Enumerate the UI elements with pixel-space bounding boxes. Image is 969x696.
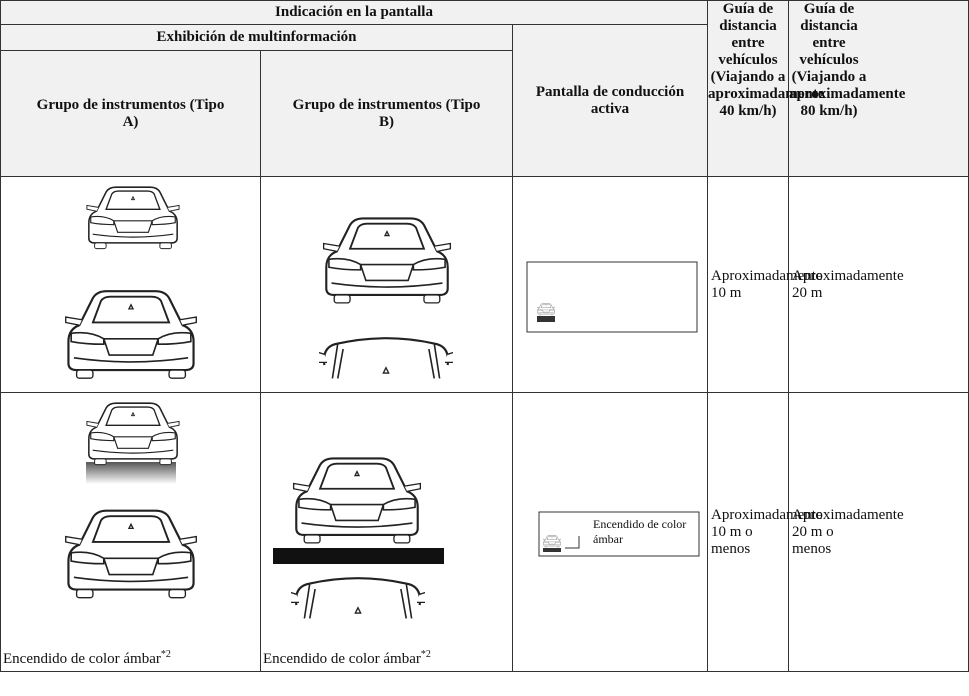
illustration bbox=[64, 185, 198, 379]
footnote-ref: *2 bbox=[420, 649, 431, 660]
caption-text: Encendido de color ámbar bbox=[3, 651, 161, 667]
cell: Encendido de color ámbar*2 bbox=[0, 392, 261, 672]
header-active: Pantalla de conducción activa bbox=[512, 24, 708, 177]
illustration bbox=[319, 216, 453, 380]
caption: Encendido de color ámbar*2 bbox=[3, 646, 171, 668]
caption: Encendido de color ámbar*2 bbox=[263, 646, 431, 668]
shade bbox=[543, 547, 561, 552]
info-table: Indicación en la pantalla Guía de distan… bbox=[0, 0, 969, 672]
shade bbox=[537, 315, 555, 322]
row: Encendido de color ámbar*2 Encendido de … bbox=[0, 392, 969, 672]
cell: Encendido de color ámbar bbox=[512, 392, 708, 672]
caption-text: Encendido de color ámbar bbox=[263, 651, 421, 667]
header-type-a: Grupo de instrumentos (Tipo A) bbox=[0, 50, 261, 177]
band bbox=[273, 547, 444, 564]
header-guide-80: Guía de distancia entre vehículos (Viaja… bbox=[788, 0, 969, 177]
header-multi: Exhibición de multinformación bbox=[0, 24, 513, 51]
band bbox=[86, 461, 176, 484]
leader-line bbox=[565, 535, 580, 548]
distance-40: Aproximadamente 10 m o menos bbox=[707, 392, 823, 672]
distance-40: Aproximadamente 10 m bbox=[707, 176, 823, 393]
distance-80: Aproximadamente 20 m o menos bbox=[788, 392, 969, 672]
cell: Encendido de color ámbar*2 bbox=[260, 392, 513, 672]
header-title: Indicación en la pantalla bbox=[0, 0, 708, 25]
illustration bbox=[526, 261, 698, 332]
distance-80: Aproximadamente 20 m bbox=[788, 176, 969, 393]
footnote-ref: *2 bbox=[160, 649, 171, 660]
header-row: Grupo de instrumentos (Tipo A) Grupo de … bbox=[0, 50, 969, 177]
cell bbox=[0, 176, 261, 393]
active-label: Encendido de color ámbar bbox=[593, 517, 687, 546]
illustration bbox=[64, 401, 198, 599]
header-guide-40: Guía de distancia entre vehículos (Viaja… bbox=[707, 0, 824, 177]
row: Aproximadamente 10 m Aproximadamente 20 … bbox=[0, 176, 969, 393]
illustration bbox=[273, 456, 444, 620]
display-box bbox=[538, 511, 700, 556]
cell bbox=[260, 176, 513, 393]
header-type-b: Grupo de instrumentos (Tipo B) bbox=[260, 50, 513, 177]
header-row: Indicación en la pantalla Guía de distan… bbox=[0, 0, 969, 177]
illustration bbox=[538, 511, 700, 556]
display-box bbox=[526, 261, 698, 332]
cell bbox=[512, 176, 708, 393]
header-row: Exhibición de multinformación Pantalla d… bbox=[0, 24, 969, 177]
